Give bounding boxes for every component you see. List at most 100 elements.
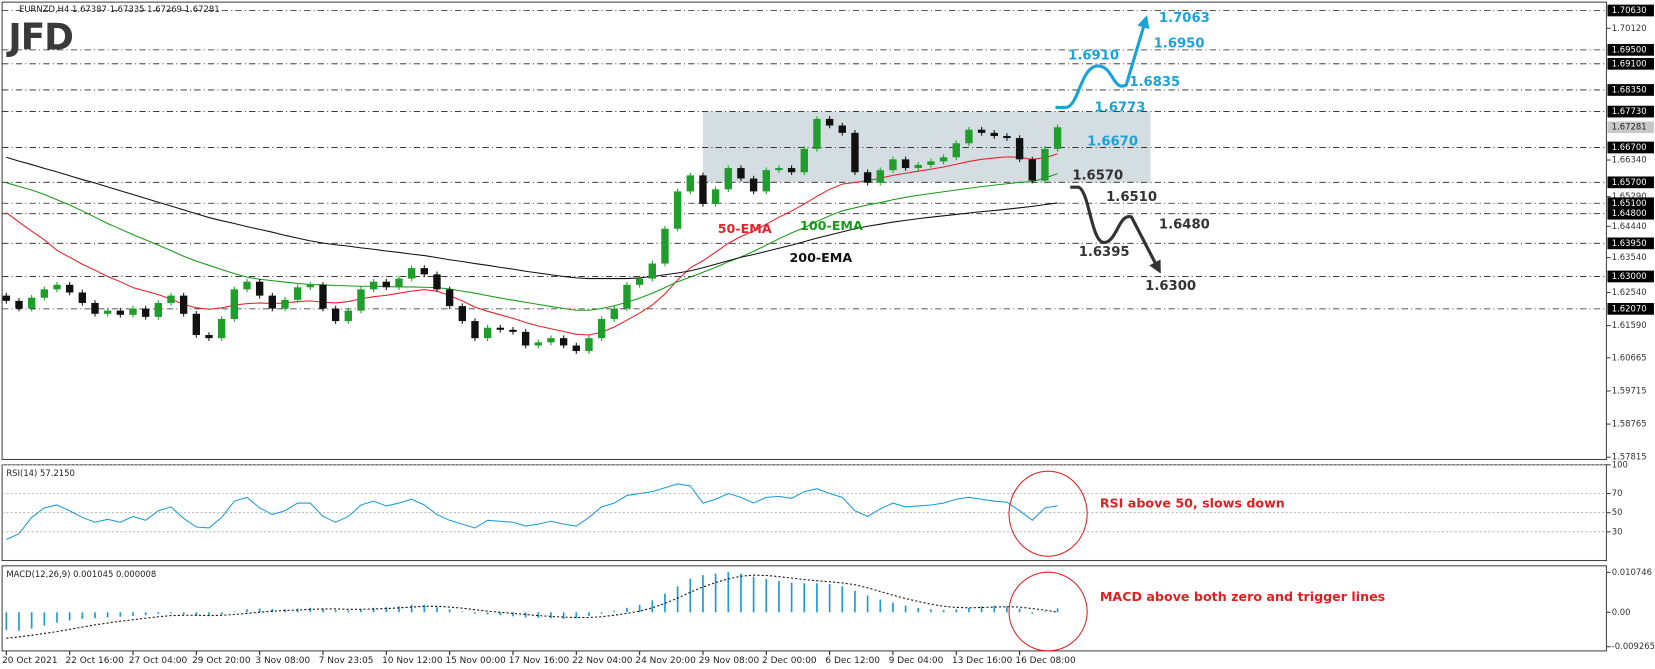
level-label-box: [1607, 141, 1654, 154]
bearish-target-label: 1.6395: [1079, 245, 1130, 260]
panel-frame: [1, 565, 1607, 652]
level-label: 1.68350: [1612, 84, 1647, 94]
candle-body: [15, 300, 23, 309]
level-label-box: [1607, 44, 1654, 56]
x-tick-label: 7 Nov 23:05: [319, 656, 374, 666]
candle-body: [635, 278, 644, 285]
bearish-target-label: 1.6480: [1159, 217, 1210, 232]
y-tick-label: 1.59715: [1612, 385, 1647, 395]
support-resistance-zone: [702, 111, 1151, 183]
candle-body: [141, 308, 150, 317]
candle-body: [775, 168, 783, 171]
candle-body: [483, 327, 492, 339]
candle-body: [103, 310, 112, 314]
bearish-target-label: 1.6570: [1072, 168, 1123, 183]
candle-body: [901, 159, 910, 169]
level-label: 1.69500: [1612, 44, 1647, 54]
candle-body: [990, 132, 998, 136]
candle-body: [154, 302, 163, 317]
candle-body: [1003, 135, 1011, 139]
candle-body: [914, 164, 922, 169]
candle-body: [724, 168, 732, 190]
bearish-target-label: 1.6300: [1145, 279, 1196, 294]
logo: JFD: [5, 17, 73, 58]
bearish-target-label: 1.6510: [1106, 190, 1157, 205]
candle-body: [205, 335, 213, 339]
candle-body: [1028, 159, 1036, 181]
x-tick-label: 2 Dec 00:00: [762, 656, 817, 666]
y-tick-label: 1.65290: [1612, 191, 1647, 201]
y-tick-label: 1.64440: [1612, 221, 1647, 231]
y-tick-label: 30: [1612, 526, 1623, 536]
candle-body: [65, 284, 74, 293]
panel-title: MACD(12,26,9) 0.001045 0.000008: [6, 569, 156, 579]
rsi-annotation: RSI above 50, slows down: [1100, 496, 1285, 511]
candle-body: [711, 189, 720, 204]
x-tick-label: 13 Dec 16:00: [952, 656, 1013, 666]
x-tick-label: 6 Dec 12:00: [825, 656, 880, 666]
candle-body: [357, 289, 365, 311]
macd-highlight-circle: [1008, 571, 1088, 652]
ema-line: [6, 156, 1058, 280]
x-tick-label: 27 Oct 04:00: [129, 656, 188, 666]
candle-body: [876, 170, 884, 183]
bullish-target-label: 1.6910: [1068, 48, 1119, 63]
candle-body: [825, 118, 834, 126]
bullish-target-label: 1.7063: [1159, 11, 1210, 26]
candle-body: [281, 299, 289, 309]
candle-body: [534, 342, 542, 346]
candle-body: [673, 191, 682, 229]
candle-body: [800, 148, 808, 173]
candle-body: [395, 278, 403, 288]
y-tick-label: 1.66340: [1612, 155, 1647, 165]
candle-body: [471, 321, 479, 339]
y-tick-label: 100: [1612, 459, 1628, 469]
y-tick-label: -0.009265: [1612, 641, 1655, 651]
candle-body: [521, 331, 530, 346]
candle-body: [863, 172, 872, 183]
candle-body: [1053, 127, 1062, 149]
candle-body: [27, 297, 36, 309]
candle-body: [78, 292, 87, 303]
signal-line: [6, 574, 1058, 639]
candle-body: [927, 161, 935, 165]
level-label: 1.69100: [1612, 58, 1647, 68]
x-tick-label: 22 Oct 16:00: [65, 656, 124, 666]
candle-body: [851, 132, 859, 173]
candle-body: [610, 308, 618, 319]
candle-body: [496, 327, 504, 330]
candle-body: [572, 345, 580, 352]
candle-body: [230, 289, 239, 319]
x-tick-label: 15 Nov 00:00: [445, 656, 506, 666]
candle-body: [585, 338, 593, 352]
candle-body: [597, 318, 606, 339]
candle-body: [445, 289, 454, 307]
candle-body: [787, 168, 796, 173]
y-tick-label: 1.57815: [1612, 452, 1647, 462]
macd-annotation: MACD above both zero and trigger lines: [1100, 589, 1385, 604]
candle-body: [952, 143, 960, 158]
candle-body: [889, 159, 897, 171]
candle-body: [243, 281, 251, 290]
candle-body: [458, 306, 466, 322]
level-label-box: [1607, 197, 1654, 210]
candle-body: [255, 281, 264, 296]
level-label-box: [1607, 207, 1654, 220]
candle-body: [661, 228, 669, 264]
level-label: 1.66700: [1612, 142, 1647, 152]
x-tick-label: 17 Nov 16:00: [509, 656, 570, 666]
candle-body: [559, 338, 568, 346]
level-label: 1.70630: [1612, 5, 1647, 15]
candle-body: [749, 178, 758, 192]
level-label-box: [1607, 84, 1654, 96]
candle-body: [939, 157, 948, 162]
level-label-box: [1607, 237, 1654, 250]
x-tick-label: 22 Nov 04:00: [572, 656, 633, 666]
candle-body: [686, 175, 694, 192]
candle-body: [217, 318, 226, 339]
y-tick-label: 1.58765: [1612, 419, 1647, 429]
ema-line: [6, 173, 1058, 311]
rsi-highlight-circle: [1008, 470, 1088, 557]
level-label: 1.65100: [1612, 198, 1647, 208]
